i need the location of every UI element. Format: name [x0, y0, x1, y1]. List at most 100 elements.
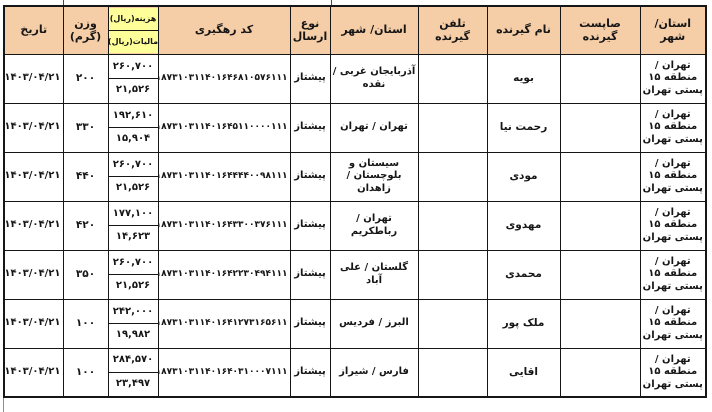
cell-send-type: پیشتاز	[289, 347, 331, 398]
page-left-edge-line	[3, 398, 4, 412]
cell-date: ۱۴۰۳/۰۴/۲۱	[3, 200, 64, 251]
cell-sapost-receiver	[559, 53, 641, 104]
cell-send-type: پیشتاز	[289, 53, 331, 104]
cell-weight: ۳۳۰	[62, 102, 109, 153]
cell-sapost-receiver	[559, 151, 641, 202]
cell-origin-province: تهران / تهران	[329, 102, 419, 153]
cell-dest-province: تهران / منطقه ۱۵ پستی تهران	[639, 151, 707, 202]
cell-date: ۱۴۰۳/۰۴/۲۱	[3, 151, 64, 202]
cell-dest-province: تهران / منطقه ۱۵ پستی تهران	[639, 298, 707, 349]
cell-weight: ۲۰۰	[62, 53, 109, 104]
cost-value: ۲۴۲,۰۰۰	[109, 301, 157, 324]
cell-receiver-phone	[417, 102, 488, 153]
table-row: تهران / منطقه ۱۵ پستی تهران اقایی فارس /…	[3, 347, 707, 398]
cell-receiver-phone	[417, 249, 488, 300]
cell-receiver-phone	[417, 298, 488, 349]
cell-sapost-receiver	[559, 200, 641, 251]
cropped-row-border-remnant	[331, 0, 332, 5]
header-tax-label: مالیات(ریال)	[109, 30, 157, 53]
header-weight: وزن (گرم)	[62, 5, 109, 55]
cell-receiver-name: مودی	[486, 151, 561, 202]
cell-receiver-phone	[417, 347, 488, 398]
cell-origin-province: البرز / فردیس	[329, 298, 419, 349]
table-row: تهران / منطقه ۱۵ پستی تهران مهدوی تهران …	[3, 200, 707, 251]
cell-receiver-phone	[417, 200, 488, 251]
header-row: استان/ شهر صاپست گیرنده نام گیرنده تلفن …	[3, 5, 707, 55]
cost-value: ۲۸۴,۵۷۰	[109, 349, 157, 373]
header-receiver-name: نام گیرنده	[486, 5, 561, 55]
cell-send-type: پیشتاز	[289, 249, 331, 300]
table-row: تهران / منطقه ۱۵ پستی تهران محمدی گلستان…	[3, 249, 707, 300]
cost-value: ۲۶۰,۷۰۰	[109, 154, 157, 177]
cell-receiver-name: مهدوی	[486, 200, 561, 251]
header-dest-province: استان/ شهر	[639, 5, 707, 55]
header-tracking-code: کد رهگیری	[157, 5, 291, 55]
cell-origin-province: گلستان / علی آباد	[329, 249, 419, 300]
cost-value: ۲۶۰,۷۰۰	[109, 252, 157, 275]
cell-weight: ۴۲۰	[62, 200, 109, 251]
cell-origin-province: آذربایجان غربی / نقده	[329, 53, 419, 104]
cell-receiver-name: اقایی	[486, 347, 561, 398]
cell-tracking-code: ۱۸۷۳۱۰۳۱۱۴۰۱۶۴۶۸۱۰۵۷۶۱۱۱	[157, 53, 291, 104]
header-origin-province: استان/ شهر	[329, 5, 419, 55]
tax-value: ۲۱,۵۲۶	[115, 84, 151, 95]
cell-date: ۱۴۰۳/۰۴/۲۱	[3, 249, 64, 300]
cell-date: ۱۴۰۳/۰۴/۲۱	[3, 102, 64, 153]
cell-weight: ۴۴۰	[62, 151, 109, 202]
header-cost-label: هزینه(ریال)	[109, 7, 157, 31]
cell-cost-tax: ۱۷۷,۱۰۰ ۱۴,۶۲۳	[107, 200, 159, 251]
table-row: تهران / منطقه ۱۵ پستی تهران بویه آذربایج…	[3, 53, 707, 104]
tax-value: ۱۵,۹۰۴	[115, 133, 151, 144]
cell-date: ۱۴۰۳/۰۴/۲۱	[3, 347, 64, 398]
header-sapost-receiver: صاپست گیرنده	[559, 5, 641, 55]
cell-weight: ۱۰۰	[62, 298, 109, 349]
cell-cost-tax: ۲۸۴,۵۷۰ ۲۳,۴۹۷	[107, 347, 159, 398]
cell-send-type: پیشتاز	[289, 102, 331, 153]
tax-value: ۱۴,۶۲۳	[115, 231, 151, 242]
cell-tracking-code: ۱۸۷۳۱۰۳۱۱۴۰۱۶۴۳۳۰۰۳۷۶۱۱۱	[157, 200, 291, 251]
table-row: تهران / منطقه ۱۵ پستی تهران رحمت نیا تهر…	[3, 102, 707, 153]
cell-date: ۱۴۰۳/۰۴/۲۱	[3, 298, 64, 349]
cell-dest-province: تهران / منطقه ۱۵ پستی تهران	[639, 249, 707, 300]
cell-sapost-receiver	[559, 347, 641, 398]
shipment-table: استان/ شهر صاپست گیرنده نام گیرنده تلفن …	[3, 5, 707, 398]
header-send-type: نوع ارسال	[289, 5, 331, 55]
cell-dest-province: تهران / منطقه ۱۵ پستی تهران	[639, 53, 707, 104]
cell-sapost-receiver	[559, 102, 641, 153]
cell-cost-tax: ۲۶۰,۷۰۰ ۲۱,۵۲۶	[107, 151, 159, 202]
tax-value: ۱۹,۹۸۲	[115, 329, 151, 340]
cell-cost-tax: ۲۶۰,۷۰۰ ۲۱,۵۲۶	[107, 249, 159, 300]
cell-cost-tax: ۱۹۲,۶۱۰ ۱۵,۹۰۴	[107, 102, 159, 153]
cost-value: ۱۷۷,۱۰۰	[109, 203, 157, 226]
cell-date: ۱۴۰۳/۰۴/۲۱	[3, 53, 64, 104]
cell-receiver-name: بویه	[486, 53, 561, 104]
cell-send-type: پیشتاز	[289, 298, 331, 349]
cost-value: ۲۶۰,۷۰۰	[109, 56, 157, 79]
cell-dest-province: تهران / منطقه ۱۵ پستی تهران	[639, 347, 707, 398]
cell-sapost-receiver	[559, 249, 641, 300]
cell-receiver-phone	[417, 53, 488, 104]
cell-tracking-code: ۱۸۷۳۱۰۳۱۱۴۰۱۶۴۴۴۴۰۰۹۸۱۱۱	[157, 151, 291, 202]
cell-receiver-name: رحمت نیا	[486, 102, 561, 153]
tax-value: ۲۱,۵۲۶	[115, 182, 151, 193]
table-row: تهران / منطقه ۱۵ پستی تهران ملک پور البر…	[3, 298, 707, 349]
cell-sapost-receiver	[559, 298, 641, 349]
cell-weight: ۱۰۰	[62, 347, 109, 398]
cell-weight: ۳۵۰	[62, 249, 109, 300]
cell-origin-province: تهران / رباطکریم	[329, 200, 419, 251]
cropped-row-border-remnant	[63, 0, 64, 5]
cell-dest-province: تهران / منطقه ۱۵ پستی تهران	[639, 102, 707, 153]
cell-receiver-name: محمدی	[486, 249, 561, 300]
header-date: تاریخ	[3, 5, 64, 55]
cell-cost-tax: ۲۴۲,۰۰۰ ۱۹,۹۸۲	[107, 298, 159, 349]
tax-value: ۲۳,۴۹۷	[115, 377, 151, 389]
cell-tracking-code: ۱۸۷۳۱۰۳۱۱۴۰۱۶۴۲۲۳۰۴۹۴۱۱۱	[157, 249, 291, 300]
header-receiver-phone: تلفن گیرنده	[417, 5, 488, 55]
cell-send-type: پیشتاز	[289, 151, 331, 202]
cell-dest-province: تهران / منطقه ۱۵ پستی تهران	[639, 200, 707, 251]
cell-tracking-code: ۱۸۷۳۱۰۳۱۱۴۰۱۶۴۵۱۱۰۰۰۰۱۱۱	[157, 102, 291, 153]
cost-value: ۱۹۲,۶۱۰	[109, 105, 157, 128]
cell-tracking-code: ۱۸۷۳۱۰۳۱۱۴۰۱۶۴۱۲۷۳۱۶۵۶۱۱	[157, 298, 291, 349]
cell-cost-tax: ۲۶۰,۷۰۰ ۲۱,۵۲۶	[107, 53, 159, 104]
